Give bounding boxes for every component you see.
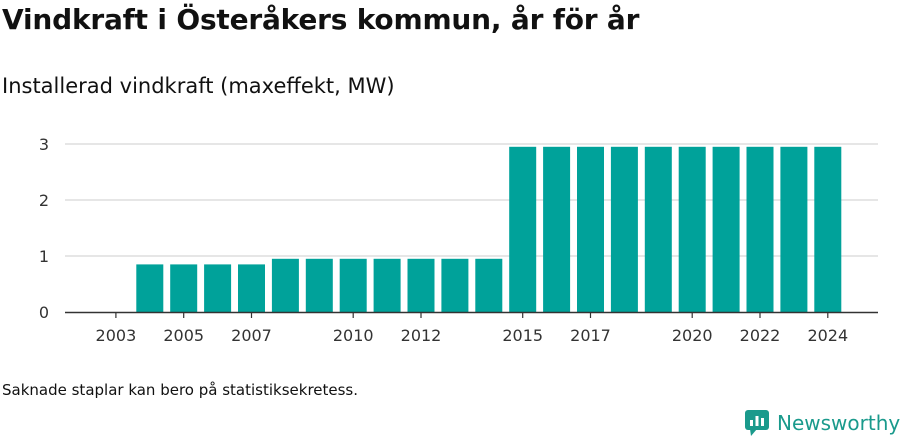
x-tick-label: 2007 [231,326,272,345]
bar-2004 [136,264,164,312]
bar-2018 [610,146,638,312]
x-tick-label: 2020 [672,326,713,345]
y-tick-label: 1 [39,247,49,266]
bars [136,146,842,312]
bar-2005 [170,264,198,312]
y-tick-label: 0 [39,303,49,322]
bar-2006 [204,264,232,312]
bar-2023 [780,146,808,312]
bar-2013 [441,258,469,312]
bar-2015 [509,146,537,312]
x-tick-label: 2024 [807,326,848,345]
bar-2009 [305,258,333,312]
x-tick-label: 2012 [401,326,442,345]
x-tick-label: 2015 [502,326,543,345]
footnote: Saknade staplar kan bero på statistiksek… [2,381,359,399]
bar-2017 [577,146,604,312]
bar-2016 [543,146,571,312]
x-tick-label: 2005 [163,326,204,345]
chart-subtitle: Installerad vindkraft (maxeffekt, MW) [2,74,395,98]
x-tick-label: 2010 [333,326,374,345]
x-tick-label: 2017 [570,326,611,345]
bar-2010 [339,258,367,312]
bar-2021 [712,146,740,312]
bar-2022 [746,146,774,312]
bar-2014 [475,258,503,312]
chart-title: Vindkraft i Österåkers kommun, år för år [2,3,640,36]
bar-2007 [238,264,265,312]
bar-2012 [407,258,435,312]
x-tick-label: 2022 [740,326,781,345]
bar-2019 [644,146,672,312]
bar-2020 [678,146,706,312]
newsworthy-logo-icon [745,410,769,436]
bar-2024 [814,146,842,312]
y-tick-label: 2 [39,191,49,210]
axes: 0 1 2 3 2003 2005 2007 2010 2012 2015 2017 2020 2022… [39,135,878,345]
brand-logo-link[interactable]: Newsworthy [745,408,900,438]
gridlines [65,143,878,257]
x-tick-label: 2003 [96,326,137,345]
brand-name: Newsworthy [777,411,900,435]
y-tick-label: 3 [39,135,49,154]
bar-2008 [271,258,299,312]
bar-2011 [373,258,401,312]
